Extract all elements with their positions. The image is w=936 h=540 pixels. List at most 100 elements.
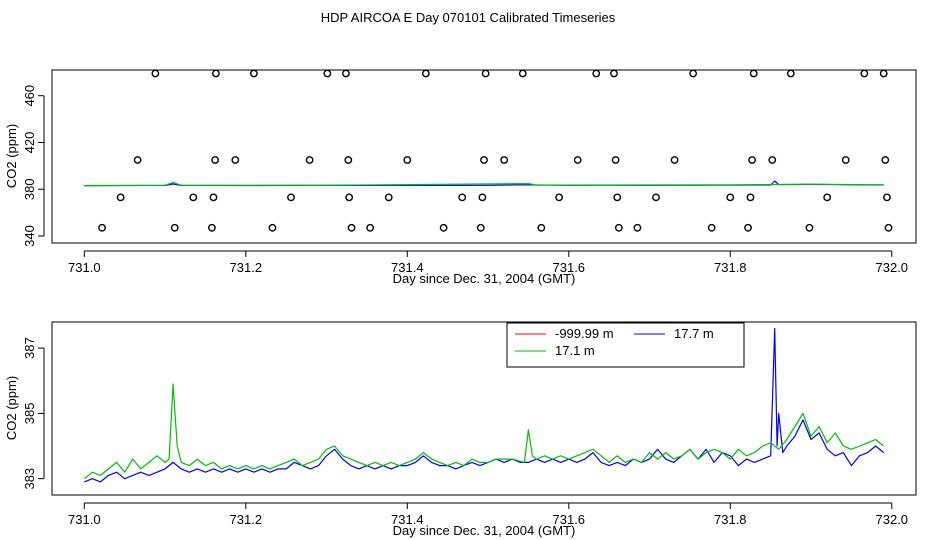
top-data-point	[592, 69, 601, 78]
bottom-plot-content	[83, 327, 885, 483]
top-data-point	[768, 156, 777, 164]
bottom-panel: 731.0 731.2 731.4 731.6 731.8 732.0 383 385 387…	[4, 321, 917, 538]
top-data-point	[481, 69, 490, 78]
top-data-point	[689, 69, 698, 78]
legend-label-series-3: 17.1 m	[555, 343, 595, 358]
top-data-point	[860, 69, 869, 78]
top-data-point	[652, 193, 660, 202]
top-data-point	[344, 156, 353, 164]
top-y-tick-label: 420	[22, 132, 37, 154]
top-x-tick-label: 732.0	[876, 260, 909, 275]
top-data-point	[613, 193, 622, 202]
top-data-point	[805, 223, 814, 232]
bottom-x-tick-label: 731.2	[230, 512, 263, 527]
top-plot-frame	[51, 69, 917, 244]
top-y-tick-label: 340	[22, 225, 37, 247]
bottom-y-axis: 383 385 387	[22, 337, 45, 490]
top-data-point	[249, 69, 258, 78]
top-data-point	[879, 69, 888, 78]
top-data-point	[209, 193, 218, 202]
top-data-point	[746, 193, 755, 202]
figure-title: HDP AIRCOA E Day 070101 Calibrated Times…	[321, 10, 616, 25]
top-data-point	[347, 223, 356, 232]
top-data-point	[345, 193, 354, 202]
top-data-point	[439, 223, 448, 232]
top-data-point	[268, 223, 277, 232]
top-x-tick-label: 731.4	[391, 260, 424, 275]
legend-box	[506, 322, 745, 368]
top-data-point	[841, 156, 850, 164]
bottom-series-line-2	[84, 327, 885, 483]
top-data-point	[749, 69, 758, 78]
top-data-point	[366, 223, 375, 232]
top-data-point	[170, 223, 179, 232]
top-data-point	[189, 193, 198, 202]
bottom-x-axis: 731.0 731.2 731.4 731.6 731.8 732.0	[68, 502, 909, 527]
top-data-point	[633, 223, 642, 232]
top-data-point	[610, 69, 618, 78]
top-data-point	[207, 223, 216, 232]
top-series-line-2	[84, 181, 884, 187]
top-data-point	[518, 69, 527, 78]
legend-label-series-1: -999.99 m	[555, 326, 614, 341]
top-x-tick-label: 731.8	[714, 260, 747, 275]
bottom-y-tick-label: 385	[22, 403, 37, 425]
top-x-axis-label: Day since Dec. 31, 2004 (GMT)	[393, 271, 576, 286]
top-data-point	[342, 69, 350, 78]
top-x-tick-label: 731.0	[68, 260, 101, 275]
top-data-point	[323, 69, 332, 78]
top-data-point	[670, 156, 679, 164]
bottom-x-tick-label: 731.6	[553, 512, 586, 527]
top-data-point	[786, 69, 795, 78]
top-data-point	[555, 193, 563, 202]
top-data-point	[823, 193, 832, 202]
legend-label-series-2: 17.7 m	[674, 326, 714, 341]
top-x-tick-label: 731.2	[230, 260, 263, 275]
top-data-point	[500, 156, 509, 164]
top-data-point	[133, 156, 142, 164]
top-data-point	[476, 223, 485, 232]
top-x-axis: 731.0 731.2 731.4 731.6 731.8 732.0	[68, 250, 909, 275]
bottom-x-tick-label: 732.0	[876, 512, 909, 527]
top-data-point	[883, 193, 891, 202]
top-data-point	[611, 156, 620, 164]
top-data-point	[421, 69, 430, 78]
bottom-y-tick-label: 383	[22, 468, 37, 490]
top-panel: 731.0 731.2 731.4 731.6 731.8 732.0 340 380 420…	[4, 69, 917, 286]
top-data-point	[98, 223, 106, 232]
bottom-x-tick-label: 731.8	[714, 512, 747, 527]
top-data-point	[403, 156, 412, 164]
legend: -999.99 m 17.7 m 17.1 m	[506, 322, 745, 368]
top-y-tick-label: 460	[22, 85, 37, 107]
bottom-x-tick-label: 731.4	[391, 512, 424, 527]
top-data-point	[231, 156, 240, 164]
top-y-tick-label: 380	[22, 178, 37, 200]
top-data-point	[211, 156, 220, 164]
top-data-point	[287, 193, 295, 202]
top-data-point	[614, 223, 623, 232]
top-y-axis-label: CO2 (ppm)	[4, 124, 19, 188]
bottom-series-line-3	[83, 383, 885, 480]
top-x-tick-label: 731.6	[553, 260, 586, 275]
top-data-point	[573, 156, 582, 164]
top-data-point	[744, 223, 752, 232]
bottom-x-axis-label: Day since Dec. 31, 2004 (GMT)	[393, 523, 576, 538]
top-plot-content	[84, 69, 893, 232]
top-data-point	[726, 193, 735, 202]
top-data-point	[707, 223, 716, 232]
bottom-x-tick-label: 731.0	[68, 512, 101, 527]
bottom-y-tick-label: 387	[22, 337, 37, 359]
top-data-point	[305, 156, 314, 164]
top-data-point	[212, 69, 220, 78]
top-data-point	[458, 193, 467, 202]
top-data-point	[884, 223, 893, 232]
top-data-point	[116, 193, 125, 202]
bottom-plot-frame	[51, 321, 917, 496]
top-data-point	[480, 156, 488, 164]
top-data-point	[478, 193, 487, 202]
top-data-point	[881, 156, 890, 164]
bottom-y-axis-label: CO2 (ppm)	[4, 376, 19, 440]
top-data-point	[384, 193, 393, 202]
top-data-point	[151, 69, 160, 78]
